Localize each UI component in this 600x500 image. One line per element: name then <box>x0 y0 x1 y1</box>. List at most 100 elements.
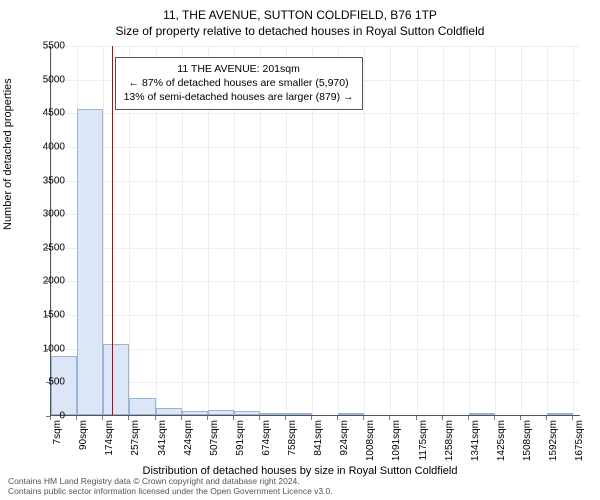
grid-line-v <box>390 46 391 415</box>
grid-line-h <box>51 147 580 148</box>
y-tick-label: 2500 <box>35 242 65 253</box>
x-tick-mark <box>233 416 234 420</box>
x-tick-label: 758sqm <box>287 420 298 470</box>
histogram-bar <box>260 413 286 415</box>
grid-line-h <box>51 248 580 249</box>
x-tick-label: 424sqm <box>183 420 194 470</box>
y-tick-label: 5500 <box>35 41 65 52</box>
x-tick-label: 7sqm <box>52 420 63 470</box>
x-tick-label: 174sqm <box>104 420 115 470</box>
x-tick-mark <box>494 416 495 420</box>
y-tick-label: 1500 <box>35 310 65 321</box>
histogram-bar <box>286 413 312 415</box>
y-tick-label: 4500 <box>35 108 65 119</box>
y-tick-mark <box>46 349 50 350</box>
grid-line-h <box>51 214 580 215</box>
grid-line-v <box>443 46 444 415</box>
x-tick-label: 507sqm <box>209 420 220 470</box>
footer-attribution: Contains HM Land Registry data © Crown c… <box>8 476 333 496</box>
x-tick-mark <box>155 416 156 420</box>
x-tick-label: 90sqm <box>78 420 89 470</box>
y-tick-label: 4000 <box>35 141 65 152</box>
y-tick-label: 0 <box>35 411 65 422</box>
chart-title-main: 11, THE AVENUE, SUTTON COLDFIELD, B76 1T… <box>0 0 600 22</box>
grid-line-v <box>364 46 365 415</box>
grid-line-v <box>547 46 548 415</box>
grid-line-h <box>51 46 580 47</box>
y-tick-mark <box>46 382 50 383</box>
x-tick-mark <box>468 416 469 420</box>
x-tick-mark <box>442 416 443 420</box>
histogram-bar <box>156 408 182 415</box>
x-tick-label: 1675sqm <box>574 420 585 470</box>
histogram-bar <box>234 411 260 415</box>
grid-line-v <box>573 46 574 415</box>
y-tick-mark <box>46 181 50 182</box>
x-tick-label: 1008sqm <box>365 420 376 470</box>
annotation-line: ← 87% of detached houses are smaller (5,… <box>124 76 354 90</box>
y-tick-mark <box>46 416 50 417</box>
x-tick-label: 1091sqm <box>391 420 402 470</box>
x-tick-mark <box>311 416 312 420</box>
grid-line-v <box>495 46 496 415</box>
x-tick-mark <box>181 416 182 420</box>
footer-line-2: Contains public sector information licen… <box>8 486 333 496</box>
grid-line-h <box>51 113 580 114</box>
grid-line-h <box>51 281 580 282</box>
y-tick-mark <box>46 281 50 282</box>
chart-plot-container: 11 THE AVENUE: 201sqm← 87% of detached h… <box>50 46 580 416</box>
x-tick-mark <box>207 416 208 420</box>
x-tick-label: 257sqm <box>130 420 141 470</box>
y-tick-mark <box>46 248 50 249</box>
chart-title-sub: Size of property relative to detached ho… <box>0 22 600 38</box>
grid-line-v <box>469 46 470 415</box>
annotation-line: 11 THE AVENUE: 201sqm <box>124 62 354 76</box>
y-tick-mark <box>46 46 50 47</box>
x-tick-label: 1341sqm <box>470 420 481 470</box>
grid-line-h <box>51 181 580 182</box>
y-tick-label: 2000 <box>35 276 65 287</box>
y-tick-label: 5000 <box>35 74 65 85</box>
x-tick-mark <box>337 416 338 420</box>
grid-line-h <box>51 382 580 383</box>
histogram-bar <box>103 344 129 415</box>
x-tick-label: 591sqm <box>235 420 246 470</box>
grid-line-v <box>417 46 418 415</box>
histogram-bar <box>129 398 155 415</box>
x-tick-label: 1508sqm <box>522 420 533 470</box>
x-tick-label: 1258sqm <box>444 420 455 470</box>
y-tick-mark <box>46 214 50 215</box>
x-tick-label: 341sqm <box>157 420 168 470</box>
y-tick-label: 1000 <box>35 343 65 354</box>
x-tick-mark <box>520 416 521 420</box>
plot-area: 11 THE AVENUE: 201sqm← 87% of detached h… <box>50 46 580 416</box>
y-axis-label: Number of detached properties <box>2 78 14 230</box>
x-tick-label: 674sqm <box>261 420 272 470</box>
footer-line-1: Contains HM Land Registry data © Crown c… <box>8 476 333 486</box>
x-tick-label: 1175sqm <box>418 420 429 470</box>
grid-line-v <box>521 46 522 415</box>
x-tick-mark <box>285 416 286 420</box>
x-tick-label: 924sqm <box>339 420 350 470</box>
histogram-bar <box>338 413 364 415</box>
annotation-box: 11 THE AVENUE: 201sqm← 87% of detached h… <box>115 57 363 110</box>
histogram-bar <box>469 413 495 415</box>
y-tick-mark <box>46 147 50 148</box>
grid-line-h <box>51 315 580 316</box>
property-marker-line <box>112 46 113 415</box>
x-tick-label: 1592sqm <box>548 420 559 470</box>
x-tick-mark <box>259 416 260 420</box>
histogram-bar <box>182 411 208 415</box>
x-tick-mark <box>416 416 417 420</box>
annotation-line: 13% of semi-detached houses are larger (… <box>124 90 354 104</box>
histogram-bar <box>208 410 234 415</box>
y-tick-label: 3500 <box>35 175 65 186</box>
x-tick-mark <box>76 416 77 420</box>
histogram-bar <box>77 109 103 415</box>
y-tick-mark <box>46 315 50 316</box>
grid-line-h <box>51 349 580 350</box>
y-tick-label: 500 <box>35 377 65 388</box>
y-tick-mark <box>46 80 50 81</box>
x-tick-label: 1425sqm <box>496 420 507 470</box>
y-tick-mark <box>46 113 50 114</box>
